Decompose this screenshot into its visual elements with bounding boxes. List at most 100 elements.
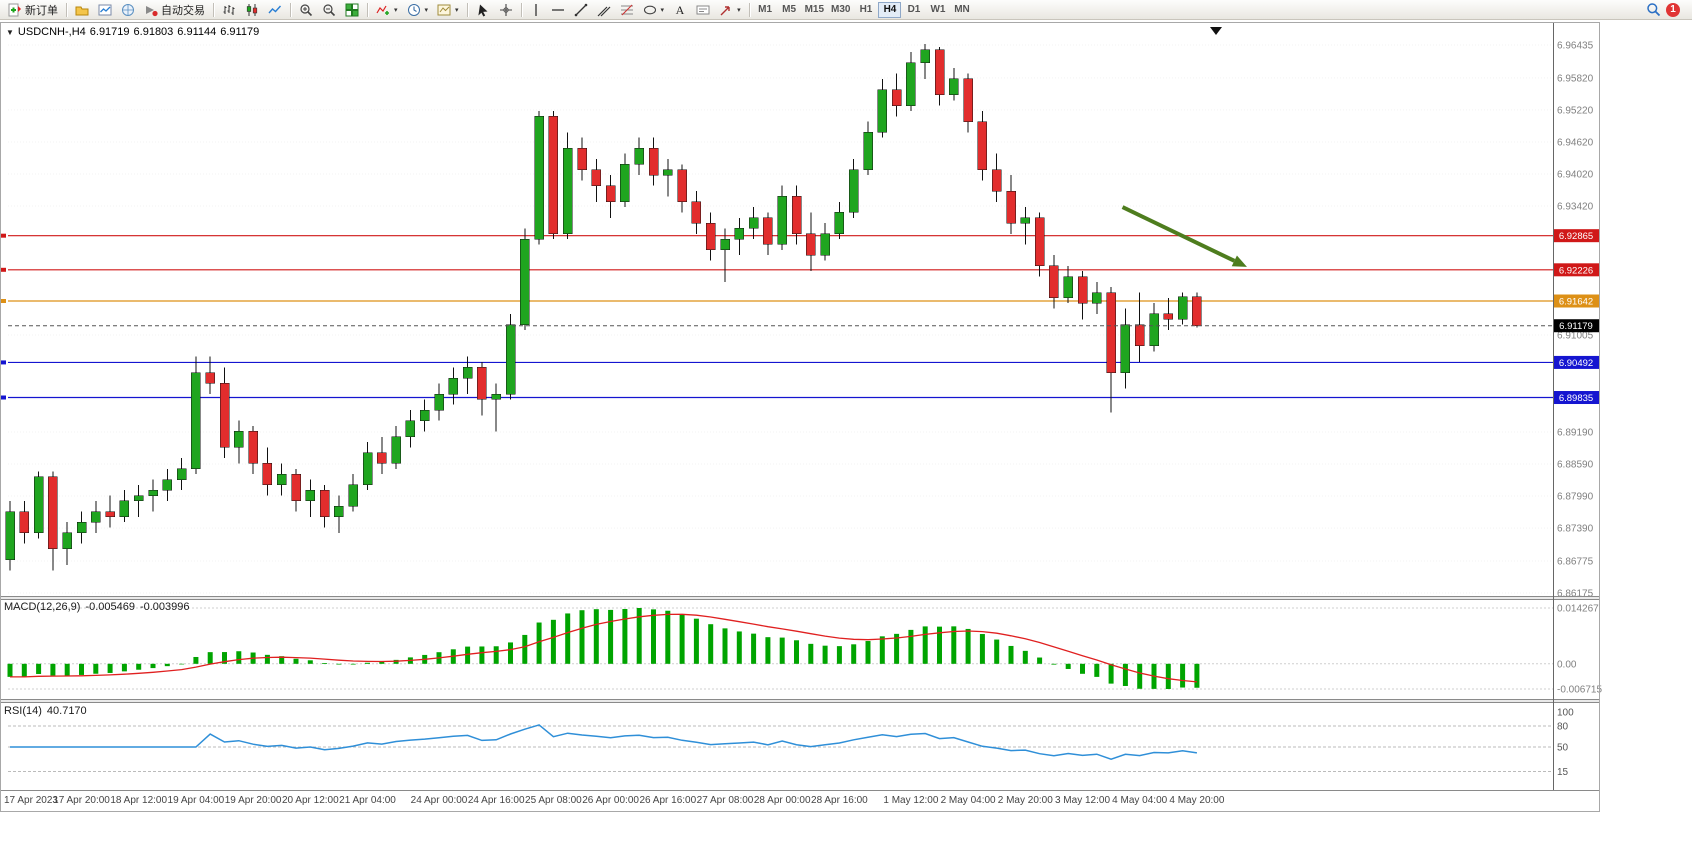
toolbar-separator — [66, 2, 67, 17]
tf-mn-button[interactable]: MN — [950, 2, 973, 18]
macd-histogram-bar — [7, 663, 13, 677]
tf-m30-button[interactable]: M30 — [828, 2, 853, 18]
price-axis-label: 6.87390 — [1557, 524, 1594, 535]
auto-trading-icon — [146, 5, 158, 16]
candlestick-type-button[interactable] — [241, 1, 263, 19]
candle-bull — [348, 484, 358, 507]
candle-bull — [520, 238, 530, 325]
bar-chart-type-button[interactable] — [218, 1, 240, 19]
new-order-button[interactable]: 新订单 — [4, 1, 62, 19]
tf-h4-button[interactable]: H4 — [878, 1, 902, 18]
tf-m5-button[interactable]: M5 — [778, 2, 801, 18]
chart-shift-marker[interactable] — [1210, 27, 1222, 35]
trendline-button[interactable] — [570, 1, 592, 19]
candle-bear — [677, 169, 687, 203]
auto-trading-button[interactable]: 自动交易 — [140, 1, 209, 19]
annotation-arrow-shaft[interactable] — [1121, 205, 1236, 263]
candle-bull — [62, 532, 72, 550]
macd-histogram-bar — [164, 663, 170, 667]
line-chart-type-icon — [268, 5, 282, 13]
candle-bull — [634, 148, 644, 165]
cursor-button[interactable] — [472, 1, 494, 19]
macd-histogram-bar — [951, 626, 957, 664]
time-axis-label: 17 Apr 2023 — [4, 795, 58, 806]
candle-bull — [362, 452, 373, 486]
notification-badge[interactable]: 1 — [1666, 2, 1680, 17]
candle-bull — [505, 324, 516, 395]
window-menu-icon[interactable]: ▼ — [6, 28, 14, 37]
main-toolbar: 新订单 自动交易 ▾ ▾ ▾ — [0, 0, 1692, 20]
panel-splitter[interactable] — [0, 596, 1600, 600]
tf-d1-button[interactable]: D1 — [902, 2, 925, 18]
time-axis-label: 21 Apr 04:00 — [339, 795, 396, 806]
profiles-button[interactable] — [71, 1, 93, 19]
annotation-arrow-head[interactable] — [1231, 255, 1247, 267]
macd-histogram-bar — [179, 663, 185, 665]
tf-w1-button[interactable]: W1 — [926, 2, 949, 18]
candle-bear — [891, 89, 902, 106]
macd-histogram-bar — [665, 610, 671, 664]
time-axis-label: 28 Apr 00:00 — [754, 795, 811, 806]
channel-button[interactable] — [593, 1, 615, 19]
new-chart-button[interactable] — [94, 1, 116, 19]
toolbar-separator — [367, 2, 368, 17]
tf-m1-button[interactable]: M1 — [754, 2, 777, 18]
tile-windows-button[interactable] — [341, 1, 363, 19]
candle-bull — [1063, 276, 1073, 299]
text-button[interactable]: A — [669, 1, 691, 19]
horizontal-line-button[interactable] — [547, 1, 569, 19]
search-button[interactable] — [1642, 1, 1665, 19]
panel-splitter[interactable] — [0, 699, 1600, 703]
time-axis-label: 27 Apr 08:00 — [697, 795, 754, 806]
macd-histogram-bar — [150, 663, 156, 669]
time-axis-label: 17 Apr 20:00 — [53, 795, 110, 806]
zoom-out-button[interactable] — [318, 1, 340, 19]
price-badge-label: 6.89835 — [1559, 393, 1593, 404]
macd-histogram-bar — [136, 663, 142, 670]
toolbar-separator — [748, 2, 750, 17]
community-button[interactable] — [117, 1, 139, 19]
candle-bull — [133, 495, 144, 502]
arrow-tools-button[interactable]: ▾ — [715, 1, 745, 19]
candle-bull — [448, 377, 459, 395]
macd-histogram-bar — [236, 651, 242, 664]
price-badge-label: 6.91179 — [1559, 321, 1593, 332]
candle-bull — [91, 511, 101, 523]
shapes-button[interactable]: ▾ — [639, 1, 669, 19]
chart-window[interactable]: 6.96435 6.95820 6.95220 6.94620 6.94020 6.934… — [0, 22, 1692, 812]
candle-bear — [1106, 292, 1116, 373]
time-axis-label: 4 May 20:00 — [1169, 795, 1224, 806]
zoom-in-button[interactable] — [295, 1, 317, 19]
price-axis-label: 6.95220 — [1557, 105, 1594, 116]
tf-m15-button[interactable]: M15 — [802, 2, 827, 18]
candle-bull — [534, 116, 544, 240]
tf-h1-button[interactable]: H1 — [854, 2, 877, 18]
candle-bull — [162, 479, 173, 491]
fibonacci-button[interactable] — [616, 1, 638, 19]
templates-icon — [437, 4, 451, 15]
chart-canvas[interactable]: 6.96435 6.95820 6.95220 6.94620 6.94020 6.934… — [0, 22, 1692, 812]
level-left-marker — [0, 233, 6, 238]
macd-histogram-bar — [21, 663, 27, 678]
candle-bear — [319, 489, 330, 518]
line-chart-type-button[interactable] — [264, 1, 286, 19]
macd-histogram-bar — [1165, 663, 1171, 689]
text-label-button[interactable] — [692, 1, 714, 19]
price-badge — [1553, 319, 1599, 333]
indicators-button[interactable]: ▾ — [372, 1, 402, 19]
crosshair-button[interactable] — [495, 1, 517, 19]
periods-button[interactable]: ▾ — [403, 1, 433, 19]
macd-histogram-bar — [79, 663, 84, 675]
macd-histogram-bar — [779, 637, 785, 664]
templates-button[interactable]: ▾ — [433, 1, 463, 19]
macd-axis-label: -0.006715 — [1557, 685, 1602, 696]
candle-bear — [219, 383, 230, 448]
vertical-line-button[interactable] — [526, 1, 546, 19]
macd-histogram-bar — [579, 610, 585, 664]
candle-bear — [377, 452, 387, 464]
candle-bull — [1020, 217, 1031, 224]
chart-close-value: 6.91179 — [220, 26, 260, 38]
candle-bear — [262, 463, 273, 486]
macd-histogram-bar — [322, 662, 328, 664]
candle-bear — [577, 148, 587, 170]
